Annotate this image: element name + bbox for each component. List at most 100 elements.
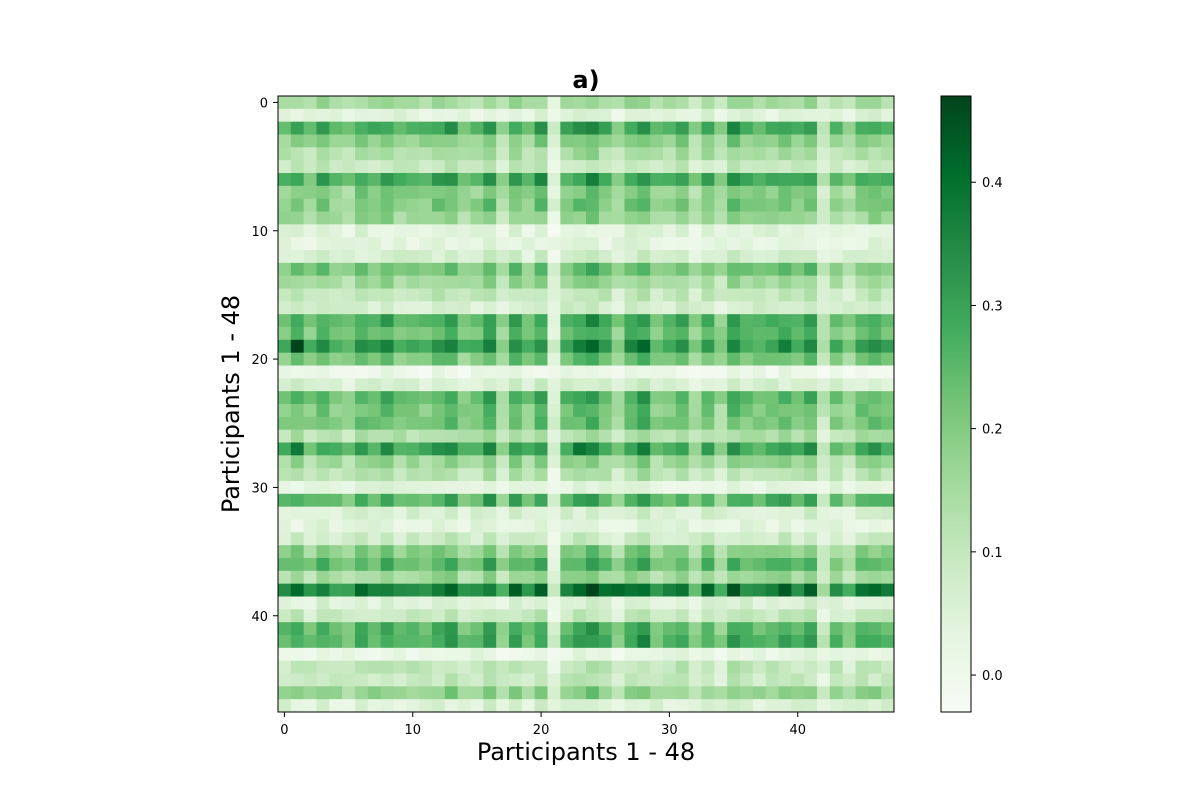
heatmap-cell	[817, 224, 831, 238]
heatmap-cell	[355, 635, 369, 649]
heatmap-cell	[419, 301, 433, 315]
heatmap-cell	[406, 173, 420, 187]
heatmap-cell	[586, 301, 600, 315]
heatmap-cell	[355, 198, 369, 212]
heatmap-cell	[547, 481, 561, 495]
heatmap-cell	[303, 673, 317, 687]
heatmap-cell	[855, 519, 869, 533]
heatmap-cell	[868, 596, 882, 610]
heatmap-cell	[483, 147, 497, 161]
heatmap-cell	[457, 519, 471, 533]
heatmap-cell	[663, 365, 677, 379]
heatmap-cell	[675, 519, 690, 533]
heatmap-cell	[509, 481, 523, 495]
heatmap-cell	[675, 416, 690, 431]
heatmap-cell	[457, 160, 471, 174]
heatmap-cell	[342, 622, 356, 636]
heatmap-cell	[444, 250, 459, 264]
heatmap-cell	[804, 532, 818, 546]
heatmap-cell	[573, 198, 587, 212]
heatmap-cell	[598, 404, 613, 418]
heatmap-cell	[380, 96, 394, 110]
heatmap-cell	[406, 481, 420, 495]
heatmap-cell	[534, 198, 548, 212]
heatmap-cell	[586, 583, 600, 597]
heatmap-cell	[278, 635, 292, 649]
heatmap-cell	[881, 416, 895, 431]
heatmap-cell	[868, 185, 882, 200]
heatmap-cell	[624, 442, 638, 456]
heatmap-cell	[509, 660, 523, 674]
heatmap-cell	[329, 237, 343, 251]
heatmap-cell	[791, 250, 805, 264]
heatmap-cell	[868, 686, 882, 700]
heatmap-cell	[663, 147, 677, 161]
heatmap-cell	[829, 160, 844, 174]
heatmap-cell	[855, 404, 869, 418]
heatmap-cell	[419, 378, 433, 392]
heatmap-cell	[663, 134, 677, 148]
heatmap-cell	[688, 96, 702, 110]
heatmap-cell	[727, 404, 741, 418]
heatmap-cell	[393, 596, 407, 610]
heatmap-cell	[829, 198, 844, 212]
heatmap-cell	[714, 660, 728, 674]
heatmap-cell	[470, 416, 484, 431]
heatmap-cell	[560, 185, 574, 200]
heatmap-cell	[598, 647, 613, 662]
heatmap-cell	[817, 121, 831, 135]
heatmap-cell	[701, 160, 715, 174]
heatmap-cell	[637, 481, 651, 495]
heatmap-cell	[701, 198, 715, 212]
heatmap-cell	[496, 327, 510, 341]
heatmap-cell	[406, 365, 420, 379]
heatmap-cell	[586, 506, 600, 520]
heatmap-cell	[393, 378, 407, 392]
heatmap-cell	[329, 327, 343, 341]
heatmap-cell	[496, 314, 510, 328]
heatmap-cell	[624, 262, 638, 277]
heatmap-cell	[393, 673, 407, 687]
heatmap-cell	[829, 96, 844, 110]
heatmap-cell	[791, 352, 805, 366]
heatmap-cell	[355, 622, 369, 636]
heatmap-cell	[727, 545, 741, 559]
heatmap-cell	[586, 108, 600, 123]
heatmap-cell	[329, 301, 343, 315]
heatmap-cell	[509, 365, 523, 379]
heatmap-cell	[663, 660, 677, 674]
heatmap-cell	[329, 545, 343, 559]
heatmap-cell	[521, 339, 536, 354]
heatmap-cell	[521, 365, 536, 379]
heatmap-cell	[598, 416, 613, 431]
heatmap-cell	[444, 198, 459, 212]
heatmap-cell	[765, 185, 779, 200]
heatmap-cell	[778, 635, 792, 649]
heatmap-cell	[881, 635, 895, 649]
heatmap-cell	[586, 455, 600, 469]
heatmap-cell	[534, 455, 548, 469]
heatmap-cell	[406, 262, 420, 277]
heatmap-cell	[432, 660, 446, 674]
heatmap-cell	[817, 391, 831, 405]
heatmap-cell	[316, 493, 330, 508]
heatmap-cell	[701, 596, 715, 610]
heatmap-cell	[547, 583, 561, 597]
heatmap-cell	[560, 327, 574, 341]
heatmap-cell	[457, 314, 471, 328]
heatmap-cell	[637, 660, 651, 674]
heatmap-cell	[534, 583, 548, 597]
heatmap-cell	[547, 468, 561, 482]
heatmap-cell	[355, 481, 369, 495]
heatmap-cell	[650, 493, 664, 508]
heatmap-cell	[329, 558, 343, 572]
heatmap-cell	[598, 558, 613, 572]
heatmap-cell	[316, 134, 330, 148]
heatmap-cell	[624, 250, 638, 264]
heatmap-cell	[521, 455, 536, 469]
heatmap-cell	[573, 647, 587, 662]
heatmap-cell	[560, 301, 574, 315]
heatmap-cell	[521, 532, 536, 546]
heatmap-cell	[778, 121, 792, 135]
heatmap-cell	[740, 327, 754, 341]
